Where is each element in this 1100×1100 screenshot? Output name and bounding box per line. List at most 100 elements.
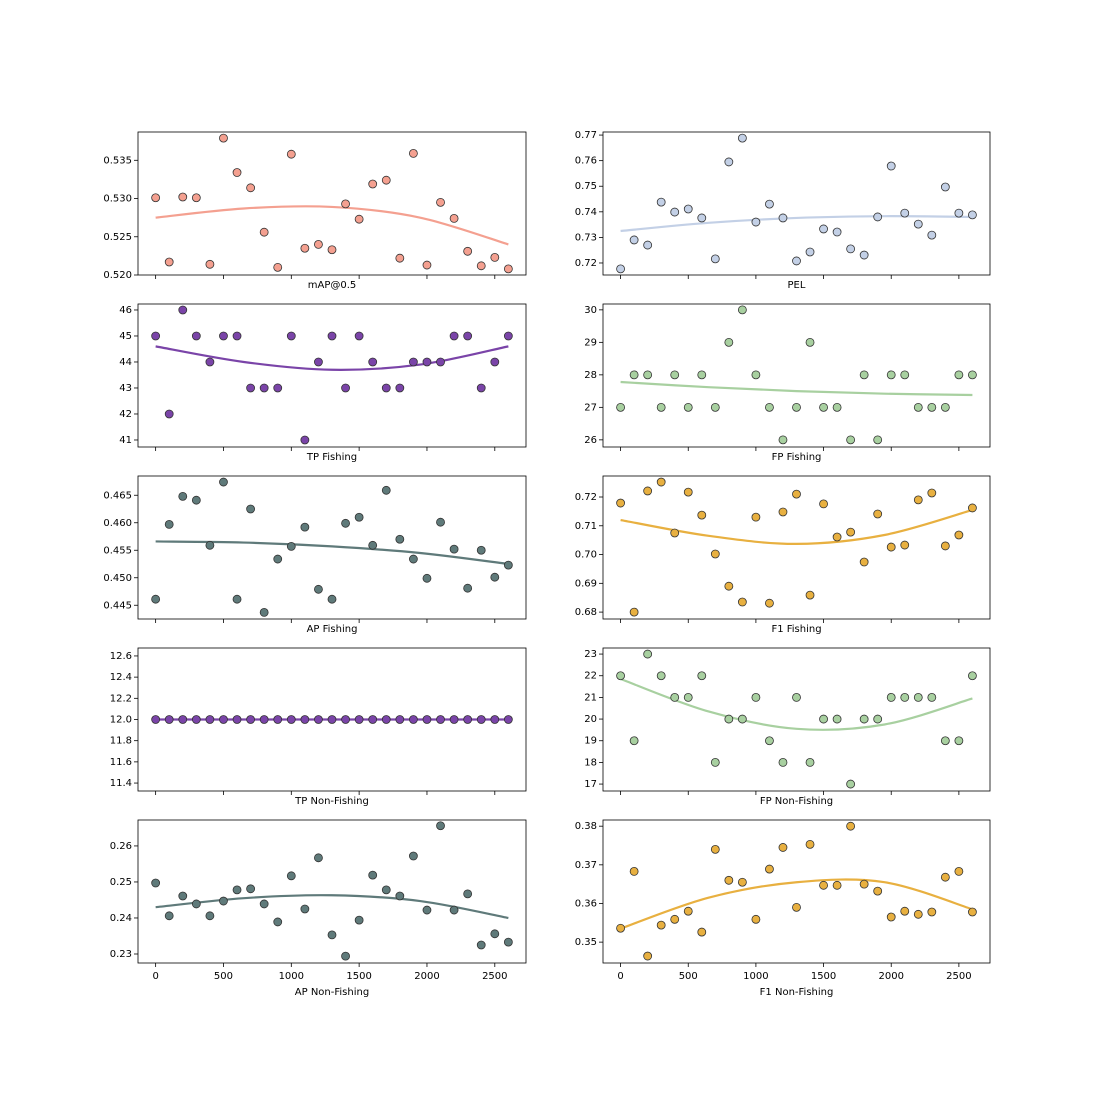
point xyxy=(886,161,896,171)
point xyxy=(300,243,310,253)
point xyxy=(178,192,188,202)
point xyxy=(408,149,418,158)
point xyxy=(205,540,215,550)
point xyxy=(629,867,639,876)
point xyxy=(859,557,869,567)
point xyxy=(449,544,459,554)
point xyxy=(873,886,883,896)
point xyxy=(751,512,761,522)
point xyxy=(859,714,869,724)
point xyxy=(503,560,513,570)
point xyxy=(273,262,283,272)
point xyxy=(205,715,215,724)
point xyxy=(463,889,473,899)
subplot: 0.445 0.450 0.455 0.460 0.465 AP Fishing xyxy=(103,475,527,635)
point xyxy=(191,331,201,341)
point xyxy=(710,549,720,559)
y-tick-label: 0.71 xyxy=(575,521,597,532)
y-tick-label: 45 xyxy=(119,331,132,342)
point xyxy=(954,370,964,380)
point xyxy=(886,912,896,922)
point xyxy=(765,736,774,746)
point xyxy=(670,207,680,217)
y-tick-label: 12.6 xyxy=(110,651,132,662)
point xyxy=(232,168,242,177)
point xyxy=(273,715,283,724)
point xyxy=(314,240,323,249)
point xyxy=(368,870,378,880)
y-tick-label: 0.530 xyxy=(103,194,132,205)
point xyxy=(408,357,418,367)
plot-frame xyxy=(602,819,991,964)
x-tick-label: 2500 xyxy=(946,971,971,982)
y-tick-label: 0.70 xyxy=(575,550,597,561)
point xyxy=(178,715,188,724)
point xyxy=(886,542,896,552)
point xyxy=(273,383,283,393)
point xyxy=(354,512,364,522)
y-tick-label: 41 xyxy=(119,435,132,446)
point xyxy=(927,230,937,240)
point xyxy=(710,254,720,264)
x-tick-label: 1500 xyxy=(811,971,836,982)
point xyxy=(765,199,774,209)
point xyxy=(778,843,788,852)
point xyxy=(968,503,977,513)
y-tick-label: 0.36 xyxy=(575,898,597,909)
point xyxy=(246,504,256,514)
point xyxy=(616,498,625,508)
point xyxy=(765,402,774,412)
point xyxy=(859,370,869,380)
point xyxy=(395,891,405,901)
point xyxy=(737,597,747,607)
point xyxy=(151,331,161,341)
point xyxy=(886,370,896,380)
y-tick-label: 30 xyxy=(584,305,597,316)
y-tick-label: 0.72 xyxy=(575,492,597,503)
point xyxy=(927,693,937,702)
point xyxy=(697,510,707,520)
point xyxy=(490,715,500,724)
subplot: 0.23 0.24 0.25 0.26 0 500 1000 1500 2000 2500 AP N… xyxy=(110,819,527,998)
plot-frame xyxy=(602,131,991,276)
subplot: 0.68 0.69 0.70 0.71 0.72 F1 Fishing xyxy=(575,475,991,635)
point xyxy=(422,715,432,724)
point xyxy=(422,573,432,583)
point xyxy=(616,923,625,933)
point xyxy=(449,331,459,341)
point xyxy=(246,383,256,393)
point xyxy=(751,217,761,227)
point xyxy=(805,758,815,767)
subplot: 26 27 28 29 30 FP Fishing xyxy=(584,303,991,463)
fit-curve xyxy=(620,508,973,546)
point xyxy=(859,250,869,260)
point xyxy=(873,509,883,519)
y-tick-label: 0.37 xyxy=(575,860,597,871)
point xyxy=(463,583,473,593)
y-tick-label: 0.73 xyxy=(575,232,597,243)
point xyxy=(792,902,801,912)
point xyxy=(670,370,680,380)
point xyxy=(408,715,418,724)
point xyxy=(940,182,950,192)
point xyxy=(178,491,188,501)
point xyxy=(643,240,653,250)
y-tick-label: 12.0 xyxy=(110,715,132,726)
point xyxy=(968,907,977,917)
point xyxy=(900,370,910,380)
point xyxy=(873,212,883,222)
y-tick-label: 0.455 xyxy=(103,545,132,556)
subplot: 17 18 19 20 21 22 23 FP Non-Fishing xyxy=(584,647,991,807)
y-tick-label: 0.525 xyxy=(103,232,132,243)
x-tick-label: 500 xyxy=(679,971,698,982)
y-tick-label: 0.460 xyxy=(103,518,132,529)
point xyxy=(232,885,242,895)
point xyxy=(449,715,459,724)
point xyxy=(463,246,473,256)
point xyxy=(191,193,201,203)
point xyxy=(968,370,977,380)
point xyxy=(954,867,964,876)
point xyxy=(643,370,653,380)
y-tick-label: 43 xyxy=(119,383,132,394)
